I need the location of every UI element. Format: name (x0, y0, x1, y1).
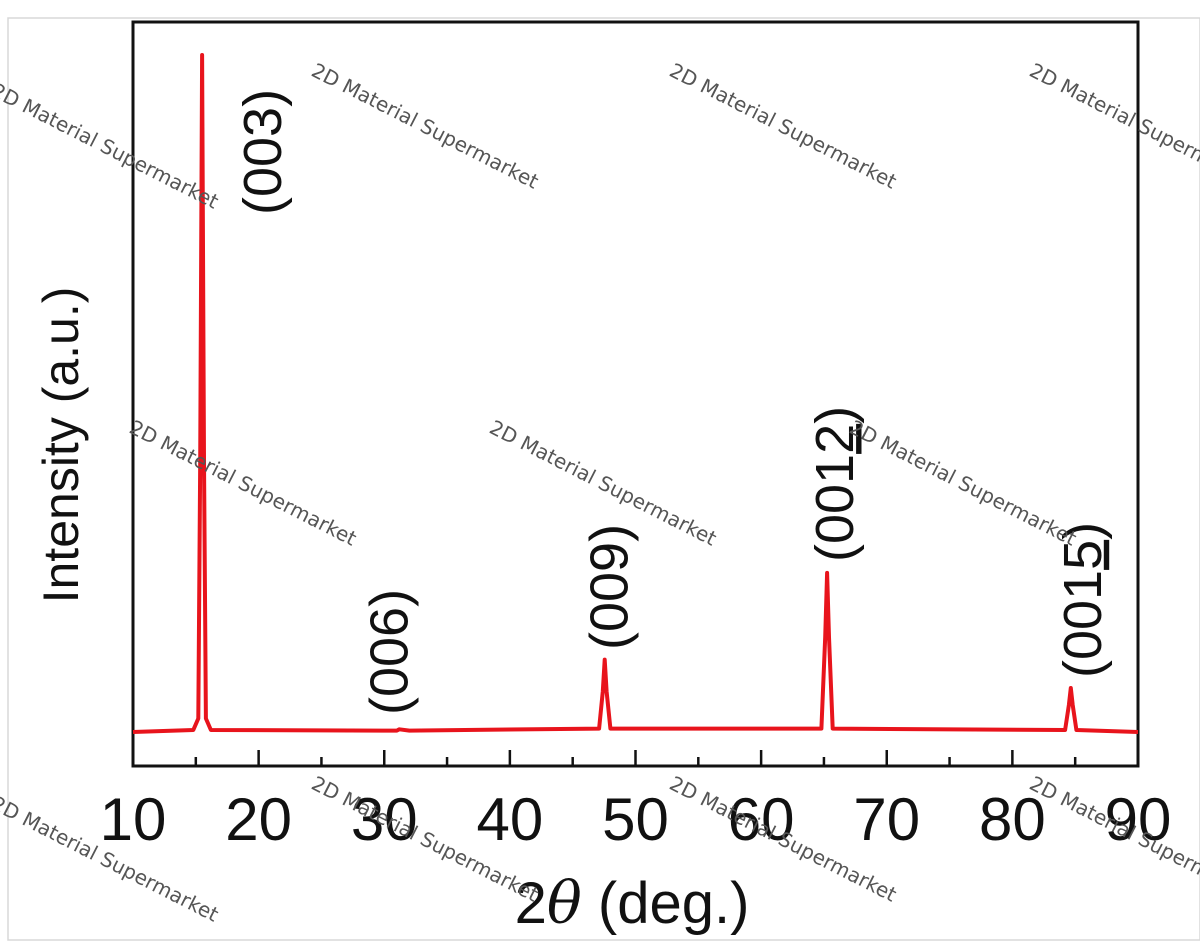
series-line (132, 53, 1139, 734)
x-tick-label: 50 (602, 786, 669, 853)
peak-label: (0012) (805, 406, 865, 562)
x-axis-label-suffix: (deg.) (582, 871, 750, 936)
x-tick-label: 10 (100, 786, 167, 853)
peak-label-underlined-digit: 2 (805, 424, 865, 454)
peak-labels: (003)(006)(009)(0012)(0015) (233, 89, 1113, 715)
x-tick-label: 20 (225, 786, 292, 853)
watermark: 2D Material Supermarket (666, 58, 901, 194)
x-axis-ticks (194, 750, 1077, 766)
watermark: 2D Material Supermarket (846, 415, 1081, 551)
peak-label-text: (009) (580, 524, 640, 650)
x-tick-label: 60 (728, 786, 795, 853)
peak-label: (003) (233, 89, 293, 215)
peak-label-close: ) (1053, 522, 1113, 540)
peak-label-text: (006) (359, 589, 419, 715)
peak-label-text: (001 (805, 454, 865, 562)
peak-label: (006) (359, 589, 419, 715)
y-axis-label: Intensity (a.u.) (33, 287, 89, 604)
x-tick-label: 80 (979, 786, 1046, 853)
x-tick-label: 90 (1105, 786, 1172, 853)
x-tick-label: 70 (853, 786, 920, 853)
watermark: 2D Material Supermarket (0, 78, 223, 214)
peak-label-text: (001 (1053, 570, 1113, 678)
peak-label: (009) (580, 524, 640, 650)
x-axis-label-prefix: 2 (515, 871, 547, 936)
x-tick-label: 30 (351, 786, 418, 853)
peak-label-text: (003) (233, 89, 293, 215)
x-tick-label: 40 (477, 786, 544, 853)
watermark: 2D Material Supermarket (308, 58, 543, 194)
peak-label-underlined-digit: 5 (1053, 540, 1113, 570)
watermark: 2D Material Supermarket (126, 415, 361, 551)
watermark: 2D Material Supermarket (1026, 58, 1200, 194)
x-axis-label: 2θ (deg.) (515, 869, 750, 937)
theta-symbol: θ (547, 869, 582, 937)
series-layer (132, 53, 1139, 734)
peak-label: (0015) (1053, 522, 1113, 678)
figure-frame (7, 17, 1200, 941)
x-axis-tick-labels: 10 20 30 40 50 60 70 80 90 (100, 786, 1172, 853)
peak-label-close: ) (805, 406, 865, 424)
